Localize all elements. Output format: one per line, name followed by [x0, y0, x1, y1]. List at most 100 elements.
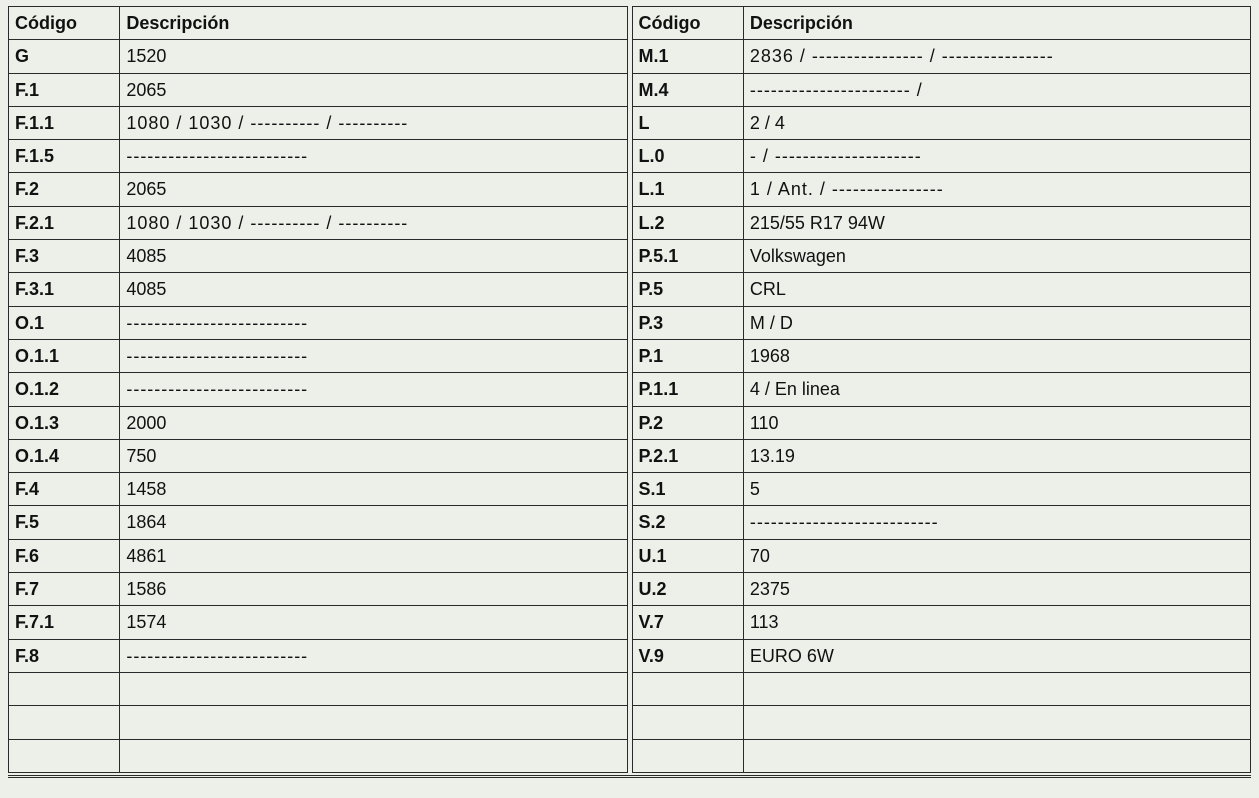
- description-cell: 1 / Ant. / ----------------: [743, 173, 1250, 206]
- description-cell: --------------------------: [120, 339, 627, 372]
- table-row: P.1.14 / En linea: [632, 373, 1251, 406]
- table-row: [9, 672, 628, 705]
- description-cell: - / ---------------------: [743, 140, 1250, 173]
- table-row: L2 / 4: [632, 106, 1251, 139]
- code-cell: L.2: [632, 206, 743, 239]
- code-cell: O.1.2: [9, 373, 120, 406]
- code-cell: F.8: [9, 639, 120, 672]
- description-cell: 2836 / ---------------- / --------------…: [743, 40, 1250, 73]
- table-row: F.7.11574: [9, 606, 628, 639]
- code-cell: [632, 672, 743, 705]
- description-cell: 2065: [120, 73, 627, 106]
- description-cell: [743, 706, 1250, 739]
- description-cell: 110: [743, 406, 1250, 439]
- table-row: S.15: [632, 473, 1251, 506]
- table-row: O.1.1--------------------------: [9, 339, 628, 372]
- code-cell: F.1.5: [9, 140, 120, 173]
- code-cell: F.3: [9, 240, 120, 273]
- table-row: O.1--------------------------: [9, 306, 628, 339]
- code-cell: V.7: [632, 606, 743, 639]
- description-cell: 70: [743, 539, 1250, 572]
- description-cell: --------------------------: [120, 639, 627, 672]
- table-row: U.170: [632, 539, 1251, 572]
- code-cell: F.7: [9, 573, 120, 606]
- description-cell: 1080 / 1030 / ---------- / ----------: [120, 106, 627, 139]
- table-row: P.5CRL: [632, 273, 1251, 306]
- code-cell: U.2: [632, 573, 743, 606]
- description-cell: 1864: [120, 506, 627, 539]
- table-row: [632, 706, 1251, 739]
- code-cell: P.2: [632, 406, 743, 439]
- description-cell: EURO 6W: [743, 639, 1250, 672]
- table-row: O.1.32000: [9, 406, 628, 439]
- description-cell: [120, 706, 627, 739]
- code-cell: P.1.1: [632, 373, 743, 406]
- description-cell: ---------------------------: [743, 506, 1250, 539]
- code-cell: M.4: [632, 73, 743, 106]
- description-cell: CRL: [743, 273, 1250, 306]
- code-cell: P.5: [632, 273, 743, 306]
- table-row: M.4----------------------- /: [632, 73, 1251, 106]
- code-cell: F.4: [9, 473, 120, 506]
- table-row: F.12065: [9, 73, 628, 106]
- description-cell: 1080 / 1030 / ---------- / ----------: [120, 206, 627, 239]
- code-cell: P.3: [632, 306, 743, 339]
- description-cell: 2000: [120, 406, 627, 439]
- table-row: O.1.4750: [9, 439, 628, 472]
- code-cell: U.1: [632, 539, 743, 572]
- description-cell: ----------------------- /: [743, 73, 1250, 106]
- description-cell: 1574: [120, 606, 627, 639]
- description-cell: 4 / En linea: [743, 373, 1250, 406]
- description-cell: 1968: [743, 339, 1250, 372]
- code-cell: S.1: [632, 473, 743, 506]
- table-row: P.11968: [632, 339, 1251, 372]
- code-cell: P.1: [632, 339, 743, 372]
- table-row: F.64861: [9, 539, 628, 572]
- two-column-table-wrap: Código Descripción G1520F.12065F.1.11080…: [8, 6, 1251, 778]
- table-row: P.5.1Volkswagen: [632, 240, 1251, 273]
- code-cell: P.2.1: [632, 439, 743, 472]
- description-cell: [120, 672, 627, 705]
- table-header-row: Código Descripción: [9, 7, 628, 40]
- code-cell: G: [9, 40, 120, 73]
- header-descripcion: Descripción: [120, 7, 627, 40]
- header-codigo: Código: [9, 7, 120, 40]
- code-cell: L.1: [632, 173, 743, 206]
- code-cell: F.7.1: [9, 606, 120, 639]
- description-cell: 2 / 4: [743, 106, 1250, 139]
- table-row: F.8--------------------------: [9, 639, 628, 672]
- code-cell: O.1.1: [9, 339, 120, 372]
- code-cell: O.1: [9, 306, 120, 339]
- table-row: L.0- / ---------------------: [632, 140, 1251, 173]
- table-row: S.2---------------------------: [632, 506, 1251, 539]
- code-cell: V.9: [632, 639, 743, 672]
- table-row: F.1.11080 / 1030 / ---------- / --------…: [9, 106, 628, 139]
- description-cell: 5: [743, 473, 1250, 506]
- description-cell: 2065: [120, 173, 627, 206]
- table-row: P.2110: [632, 406, 1251, 439]
- table-row: O.1.2--------------------------: [9, 373, 628, 406]
- table-row: F.51864: [9, 506, 628, 539]
- code-cell: L: [632, 106, 743, 139]
- spec-table-left: Código Descripción G1520F.12065F.1.11080…: [8, 6, 628, 773]
- code-cell: F.3.1: [9, 273, 120, 306]
- code-cell: F.1: [9, 73, 120, 106]
- code-cell: [632, 706, 743, 739]
- description-cell: 750: [120, 439, 627, 472]
- table-row: L.11 / Ant. / ----------------: [632, 173, 1251, 206]
- table-row: [9, 739, 628, 772]
- code-cell: F.6: [9, 539, 120, 572]
- description-cell: M / D: [743, 306, 1250, 339]
- description-cell: 1520: [120, 40, 627, 73]
- description-cell: 13.19: [743, 439, 1250, 472]
- header-descripcion: Descripción: [743, 7, 1250, 40]
- code-cell: F.1.1: [9, 106, 120, 139]
- code-cell: P.5.1: [632, 240, 743, 273]
- code-cell: O.1.3: [9, 406, 120, 439]
- table-row: F.34085: [9, 240, 628, 273]
- description-cell: --------------------------: [120, 140, 627, 173]
- description-cell: --------------------------: [120, 306, 627, 339]
- table-row: F.2.11080 / 1030 / ---------- / --------…: [9, 206, 628, 239]
- table-row: F.3.14085: [9, 273, 628, 306]
- description-cell: 1586: [120, 573, 627, 606]
